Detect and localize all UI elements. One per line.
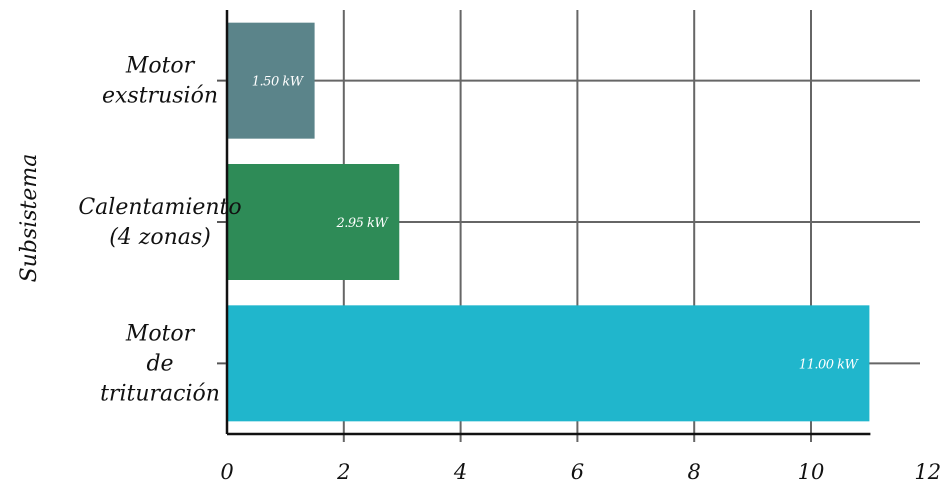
- x-tick-labels: 0 2 4 6 8 10 12: [220, 460, 941, 484]
- bar: [227, 305, 870, 422]
- bar: [227, 22, 315, 139]
- category-label: exstrusión: [102, 84, 218, 109]
- x-tick-label: 2: [336, 460, 350, 484]
- bar-value-label: 11.00 kW: [799, 357, 860, 372]
- category-label: trituración: [100, 381, 220, 406]
- x-tick-label: 0: [220, 460, 233, 484]
- y-axis-label: Subsistema: [17, 154, 42, 283]
- category-labels: Motor exstrusión Calentamiento (4 zonas) Mot…: [78, 54, 241, 407]
- bar: [227, 164, 400, 280]
- x-tick-label: 8: [688, 460, 701, 484]
- category-label: Motor: [125, 321, 196, 346]
- category-label: Motor: [125, 54, 196, 79]
- axes: [217, 10, 871, 436]
- x-tick-label: 4: [453, 460, 467, 484]
- bar-value-label: 2.95 kW: [335, 216, 389, 231]
- x-tick-label: 6: [571, 460, 584, 484]
- bars: 1.50 kW 2.95 kW 11.00 kW: [227, 22, 870, 422]
- category-label: (4 zonas): [109, 225, 211, 250]
- x-tick-label: 12: [914, 460, 941, 484]
- category-label: de: [146, 351, 173, 376]
- bar-value-label: 1.50 kW: [252, 75, 305, 90]
- category-label: Calentamiento: [78, 195, 241, 220]
- x-tick-label: 10: [798, 460, 825, 484]
